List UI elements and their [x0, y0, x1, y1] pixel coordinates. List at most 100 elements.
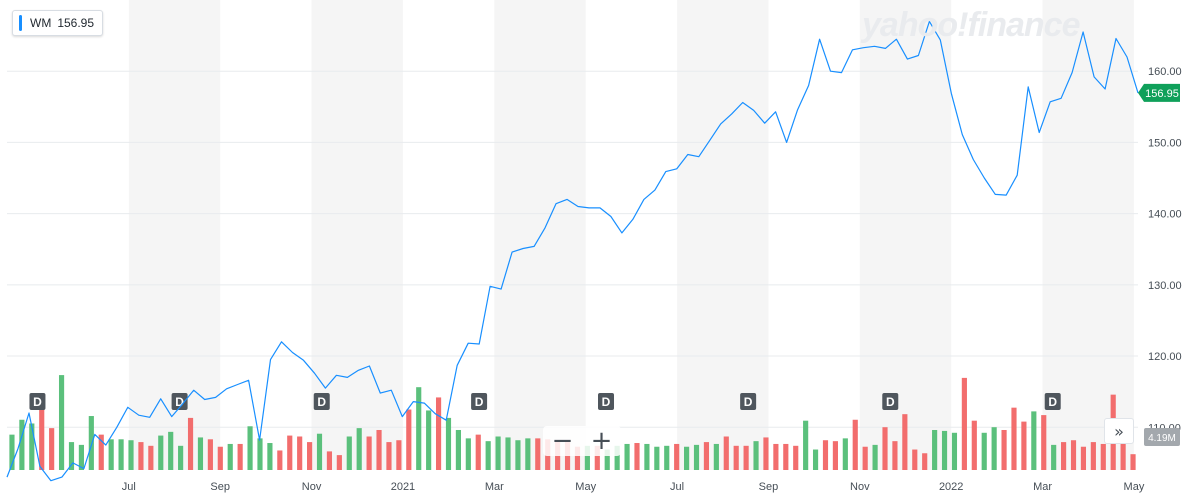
volume-bar [674, 443, 680, 470]
volume-bar [654, 446, 660, 470]
zoom-in-button[interactable]: + [590, 426, 613, 456]
volume-bar [1130, 454, 1136, 470]
volume-bar [862, 446, 868, 470]
volume-bar [584, 445, 590, 470]
volume-bar [822, 440, 829, 470]
dividend-marker-box [1044, 393, 1061, 410]
volume-bar [426, 410, 432, 470]
volume-bar [1100, 443, 1106, 470]
dividend-marker-box [313, 393, 330, 410]
volume-bar [68, 442, 75, 470]
volume-bar [902, 414, 908, 470]
y-tick-label: 140.00 [1148, 209, 1182, 221]
volume-bar [783, 443, 789, 470]
volume-bar [1070, 440, 1077, 470]
volume-bar [773, 443, 779, 470]
month-band [494, 0, 586, 470]
volume-bar [237, 443, 243, 470]
volume-bar [664, 445, 670, 470]
x-tick-label: Sep [759, 481, 779, 493]
x-tick-label: Sep [210, 481, 230, 493]
volume-bar [1011, 407, 1017, 470]
volume-bar [326, 451, 333, 470]
volume-bar [406, 409, 412, 470]
dividend-marker-label: D [317, 395, 326, 409]
volume-bar [58, 375, 65, 470]
volume-bar [197, 437, 204, 470]
volume-bar [882, 427, 888, 470]
double-chevron-right-icon: » [1114, 421, 1124, 441]
volume-bar [257, 438, 263, 470]
volume-bar [723, 436, 729, 470]
volume-bar [594, 445, 600, 470]
volume-bar [128, 440, 134, 470]
volume-bar [307, 442, 313, 470]
x-tick-label: May [1124, 481, 1145, 493]
volume-bar [703, 442, 710, 470]
volume-tag [1144, 428, 1180, 446]
dividend-marker-label: D [886, 395, 895, 409]
volume-bar [138, 442, 144, 470]
dividend-marker: D [598, 393, 615, 410]
volume-bar [78, 444, 84, 470]
volume-bar [981, 432, 987, 470]
dividend-marker: D [882, 393, 899, 410]
volume-bar [187, 417, 194, 470]
volume-bar [495, 436, 501, 470]
volume-bar [812, 449, 819, 470]
expand-button[interactable]: » [1104, 418, 1134, 444]
volume-bar [267, 443, 273, 470]
volume-bar [386, 442, 392, 470]
volume-bar [118, 439, 124, 470]
volume-bar [505, 437, 511, 470]
y-tick-label: 150.00 [1148, 137, 1182, 149]
volume-bar [227, 443, 233, 470]
y-tick-label: 130.00 [1148, 280, 1182, 292]
volume-bar [713, 443, 719, 470]
volume-bar [316, 433, 323, 470]
volume-bar [158, 435, 164, 470]
volume-bar [287, 435, 293, 470]
last-price-label: 156.95 [1145, 88, 1179, 100]
volume-bar [842, 438, 848, 470]
volume-bar [763, 437, 769, 470]
ticker-badge[interactable]: WM 156.95 [12, 10, 104, 36]
volume-bar [1051, 444, 1057, 470]
dividend-marker-label: D [475, 395, 484, 409]
volume-bar [9, 434, 15, 470]
zoom-out-button[interactable]: − [551, 426, 574, 456]
volume-bar [644, 443, 650, 470]
volume-bar [217, 446, 223, 470]
volume-bar [1061, 442, 1067, 470]
volume-bar [168, 431, 174, 470]
volume-bar [207, 439, 213, 470]
volume-bar [1001, 429, 1007, 470]
x-tick-label: May [575, 481, 596, 493]
month-band [1042, 0, 1134, 470]
volume-bar [852, 419, 858, 470]
volume-bar [971, 420, 977, 470]
dividend-marker: D [740, 393, 757, 410]
y-tick-label: 160.00 [1148, 66, 1182, 78]
series-color-icon [19, 15, 22, 31]
volume-bar [29, 423, 35, 470]
volume-bar [932, 429, 938, 470]
volume-bar [832, 441, 838, 470]
volume-bar [465, 438, 471, 470]
x-tick-label: Nov [850, 481, 870, 493]
volume-bar [634, 443, 640, 470]
x-tick-label: Jul [670, 481, 684, 493]
volume-bar [961, 377, 967, 470]
volume-bar [614, 445, 620, 470]
dividend-marker-label: D [602, 395, 611, 409]
volume-bar [733, 445, 739, 470]
volume-bar [1080, 446, 1087, 470]
volume-bar [475, 434, 481, 470]
volume-bar [564, 442, 571, 470]
volume-bar [1120, 428, 1126, 470]
dividend-marker: D [29, 393, 46, 410]
dividend-marker-box [882, 393, 899, 410]
volume-bar [872, 444, 878, 470]
last-price-tag [1138, 83, 1180, 102]
